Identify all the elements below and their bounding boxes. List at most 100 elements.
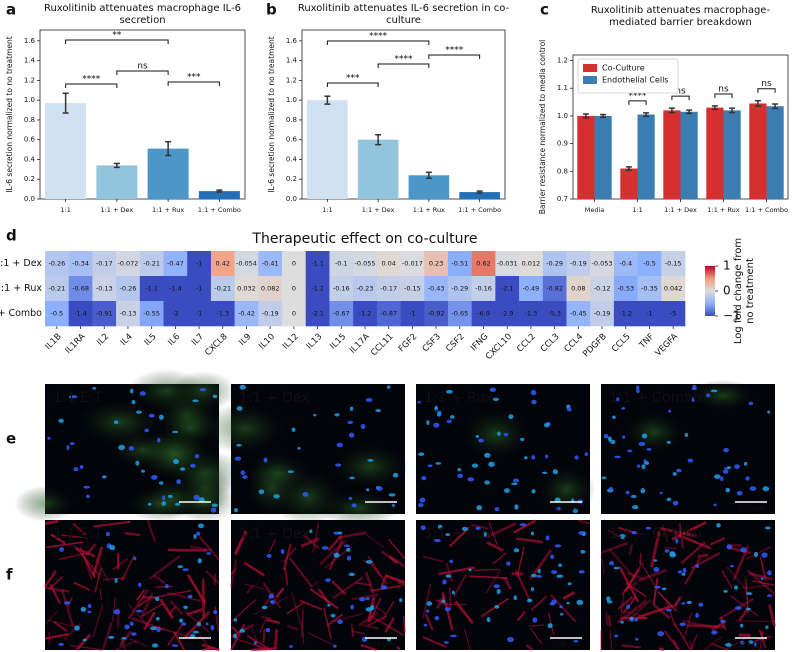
row-label: 1:1 + Dex [0,258,42,269]
cell-label: -0.13 [120,310,137,318]
y-tick-label: 1.4 [24,57,36,65]
heatmap-cell [637,251,662,277]
cell-label: 0.62 [476,260,490,268]
cell-label: -1.4 [74,310,87,318]
heatmap-cell [45,251,70,277]
error-bar [476,190,483,194]
heatmap-cell [163,276,188,302]
nucleus [376,486,383,491]
nucleus [664,549,670,553]
actin-fiber [384,574,406,584]
y-tick-label: 1.1 [557,84,568,92]
row-label: 1:1 + Rux [0,283,42,294]
nucleus [511,482,518,486]
column-label: CSF2 [444,332,466,354]
nucleus [325,578,331,583]
nucleus [560,612,564,616]
actin-fiber [312,522,320,553]
nucleus [606,600,613,604]
heatmap-cell [282,276,307,302]
nucleus [158,481,164,485]
actin-fiber [662,524,669,543]
nucleus [520,437,525,442]
heatmap-cell [45,276,70,302]
cell-label: -0.031 [497,260,518,268]
nucleus [766,594,773,598]
cell-label: -0.21 [214,285,231,293]
nucleus [128,446,135,451]
nucleus [399,598,403,603]
cell-label: -1.3 [525,310,538,318]
cell-label: -0.17 [96,260,113,268]
nucleus [333,552,340,558]
nucleus [622,435,626,439]
heatmap-cell [92,301,117,327]
actin-fiber [243,561,266,577]
column-label: IFNG [469,332,490,353]
significance-bracket [757,88,776,93]
nucleus [609,560,615,566]
cell-label: -0.87 [380,310,397,318]
heatmap-cell [258,301,283,327]
actin-fiber [424,613,435,632]
heatmap-cell [471,276,496,302]
actin-fiber [360,644,377,651]
actin-fiber [351,630,366,635]
heatmap-cell [329,251,354,277]
cell-label: 0.012 [522,260,541,268]
heatmap-cell [116,276,141,302]
nucleus [492,397,500,401]
actin-fiber [286,601,306,615]
x-tick-label: 1:1 [60,206,70,214]
nucleus [291,427,296,432]
nucleus [682,567,687,574]
actin-fiber [135,589,146,601]
actin-fiber [92,604,104,638]
scale-bar-label: 100 µm [182,505,209,513]
actin-fiber [470,523,489,530]
nucleus [136,410,142,414]
actin-fiber [330,580,347,596]
cell-label: 0.42 [216,260,230,268]
actin-fiber [684,557,702,585]
nucleus [753,642,758,647]
nucleus [445,389,453,394]
nucleus [657,631,665,637]
nucleus [748,640,754,645]
nucleus [114,577,118,583]
actin-fiber [114,639,138,651]
nucleus [233,618,238,622]
y-tick-label: 0.6 [24,136,36,144]
actin-fiber [173,631,186,651]
micrograph-label: 1:1 + Dex [239,390,310,406]
nucleus [725,642,732,647]
nucleus [197,558,202,564]
nucleus [392,472,399,478]
x-tick-label: 1:1 [322,206,332,214]
bar [706,107,724,199]
actin-fiber [332,612,364,623]
nucleus [726,544,733,550]
actin-fiber [492,552,507,565]
cell-label: -1.2 [311,285,324,293]
heatmap-cell [139,251,164,277]
nucleus [566,407,572,412]
nucleus [532,617,538,623]
actin-fiber [351,624,354,638]
actin-fiber [146,519,156,543]
nucleus [327,604,331,607]
nucleus [734,585,738,590]
actin-fiber [464,628,471,651]
nucleus [613,566,620,570]
column-label: IL10 [257,332,277,352]
cell-label: -0.65 [451,310,468,318]
nucleus [206,552,212,555]
nucleus [530,573,537,578]
actin-fiber [369,614,405,637]
cell-label: -2.9 [501,310,514,318]
micrograph-label: 1:1 + Dex [239,526,310,542]
nucleus [630,494,637,498]
significance-bracket [167,81,220,86]
heatmap-cell [234,276,259,302]
micrograph-label: 1:1 + Combo [609,526,702,542]
